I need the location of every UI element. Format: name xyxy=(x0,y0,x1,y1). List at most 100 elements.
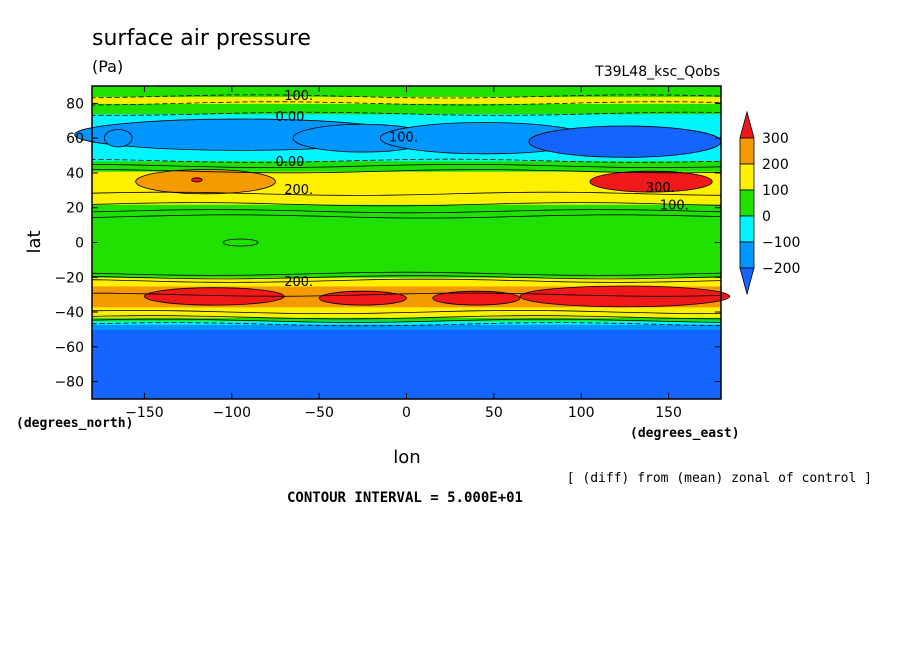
contour-line xyxy=(91,278,722,283)
units-label: (Pa) xyxy=(92,57,123,76)
contour-label: 200. xyxy=(284,275,313,290)
y-tick-label: 40 xyxy=(66,166,84,182)
field-band xyxy=(92,294,721,304)
colorbar-label: −100 xyxy=(762,235,800,251)
y-tick-label: 80 xyxy=(66,96,84,112)
field-band xyxy=(92,211,721,217)
x-unit-label: (degrees_east) xyxy=(630,426,740,441)
contour-line xyxy=(91,292,722,297)
plot-area: 100. 0.00 100. 200. 0.00 300. 100. 200. xyxy=(74,85,731,400)
contour-line xyxy=(91,163,722,168)
contour-line xyxy=(91,275,722,280)
contour-line xyxy=(91,322,722,327)
field-band xyxy=(92,268,721,275)
contour-line xyxy=(91,315,722,320)
field-band xyxy=(92,204,721,209)
field-band xyxy=(92,339,721,400)
colorbar-segment xyxy=(739,189,755,217)
y-unit-label: (degrees_north) xyxy=(16,416,133,431)
contour-line xyxy=(91,318,722,323)
y-tick-label: −40 xyxy=(54,305,84,321)
field-band xyxy=(92,207,721,212)
comparison-note: [ (diff) from (mean) zonal of control ] xyxy=(567,471,872,486)
field-band xyxy=(92,312,721,318)
contour-line xyxy=(91,111,722,116)
y-tick-label: 0 xyxy=(75,236,84,252)
x-tick-label: 50 xyxy=(485,405,503,421)
field-band xyxy=(92,146,721,157)
field-band xyxy=(92,160,721,167)
field-band xyxy=(92,113,721,122)
y-tick-label: −60 xyxy=(54,340,84,356)
field-band xyxy=(92,165,721,172)
field-band xyxy=(92,186,721,195)
y-axis: 80 60 40 20 0 −20 −40 −60 −80 xyxy=(54,96,721,391)
contour-label: 0.00 xyxy=(275,155,304,170)
field-band xyxy=(92,317,721,322)
y-tick-label: 20 xyxy=(66,201,84,217)
field-anomaly xyxy=(519,285,731,308)
colorbar-segment xyxy=(739,241,755,269)
colorbar-segment xyxy=(739,163,755,191)
field-band xyxy=(92,108,721,115)
field-band xyxy=(92,280,721,287)
y-tick-label: −20 xyxy=(54,270,84,286)
field-band xyxy=(92,285,721,296)
contour-interval-label: CONTOUR INTERVAL = 5.000E+01 xyxy=(287,490,523,506)
contour-label: 100. xyxy=(660,198,689,213)
x-axis-label: lon xyxy=(393,447,420,468)
contour-line xyxy=(91,214,722,219)
x-tick-label: 100 xyxy=(568,405,595,421)
colorbar-segment xyxy=(739,110,755,139)
field-anomalies xyxy=(74,118,731,308)
colorbar-label: −200 xyxy=(762,261,800,277)
x-tick-label: −100 xyxy=(213,405,251,421)
contour-line xyxy=(91,310,721,314)
contour-line xyxy=(91,169,722,174)
field-band xyxy=(92,303,721,308)
colorbar-segment xyxy=(739,215,755,243)
field-anomaly xyxy=(318,290,407,306)
field-band xyxy=(92,324,721,330)
contour-label: 100. xyxy=(389,131,418,146)
y-tick-label: −80 xyxy=(54,375,84,391)
field-anomaly xyxy=(222,238,259,247)
field-anomaly xyxy=(432,290,521,306)
colorbar-label: 200 xyxy=(762,157,789,173)
contour-label: 0.00 xyxy=(275,110,304,125)
field-band xyxy=(92,242,721,270)
field-band xyxy=(92,103,721,110)
field-band xyxy=(92,155,721,162)
colorbar-label: 0 xyxy=(762,209,771,225)
contour-lines xyxy=(91,94,722,327)
y-tick-label: 60 xyxy=(66,131,84,147)
y-axis-label: lat xyxy=(24,230,45,253)
field-anomaly xyxy=(191,177,203,183)
contour-label: 300. xyxy=(646,181,675,196)
contour-line xyxy=(91,158,722,163)
colorbar-segment xyxy=(739,137,755,165)
contour-line xyxy=(91,209,722,214)
colorbar-label: 100 xyxy=(762,183,789,199)
x-tick-label: −150 xyxy=(125,405,163,421)
field-band xyxy=(92,174,721,181)
x-tick-label: 150 xyxy=(655,405,682,421)
field-band xyxy=(92,193,721,200)
contour-line xyxy=(91,271,722,276)
contour-line xyxy=(91,202,722,207)
colorbar: 300 200 100 0 −100 −200 xyxy=(739,110,800,296)
chart-title: surface air pressure xyxy=(92,26,311,51)
field-band xyxy=(92,96,721,104)
field-band xyxy=(92,320,721,325)
field-band xyxy=(92,179,721,188)
field-anomaly xyxy=(103,129,133,148)
run-label: T39L48_ksc_Qobs xyxy=(594,64,720,80)
field-band xyxy=(92,199,721,205)
contour-line xyxy=(91,191,722,196)
x-axis: −150 −100 −50 0 50 100 150 xyxy=(125,86,682,421)
field-band xyxy=(92,120,721,130)
field-band xyxy=(92,171,721,176)
field-anomaly xyxy=(528,125,722,158)
field-band xyxy=(92,329,721,341)
x-tick-label: −50 xyxy=(304,405,334,421)
